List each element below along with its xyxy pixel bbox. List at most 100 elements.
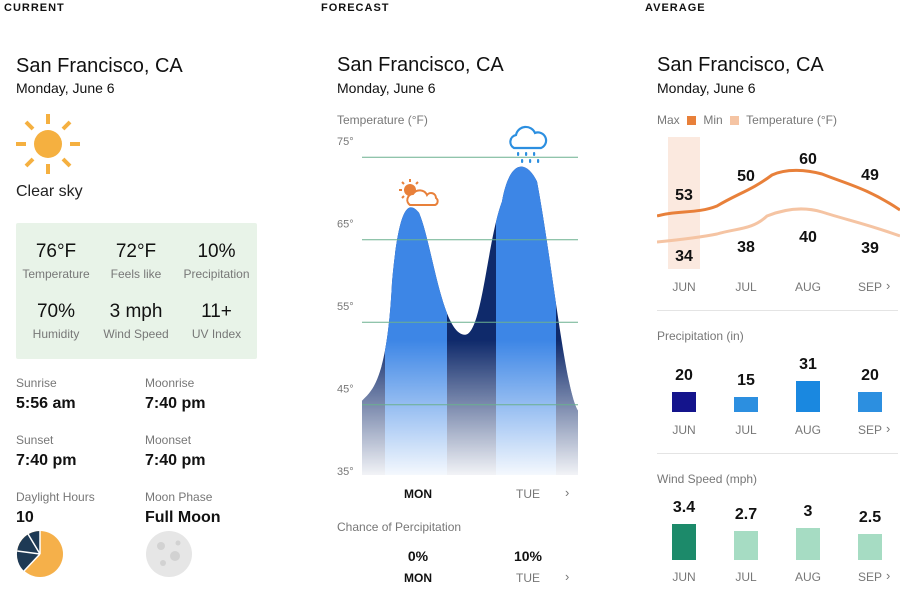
- legend-max-swatch: [687, 116, 697, 125]
- chevron-right-icon[interactable]: ›: [886, 568, 891, 583]
- min-temperature-label: 34: [675, 248, 693, 265]
- max-temperature-line: [657, 168, 900, 218]
- y-tick-label: 75°: [337, 136, 354, 148]
- partly-sunny-icon: [396, 178, 442, 215]
- chevron-right-icon[interactable]: ›: [565, 485, 570, 500]
- rain-cloud-icon: [505, 124, 549, 171]
- current-condition: Clear sky: [16, 183, 83, 200]
- chevron-right-icon[interactable]: ›: [886, 278, 891, 293]
- uv-index-label: UV Index: [191, 327, 242, 341]
- month-label: JUL: [735, 423, 757, 437]
- precip-chart-title: Precipitation (in): [657, 329, 744, 343]
- selected-month-highlight[interactable]: [668, 137, 700, 269]
- wind-chart-title: Wind Speed (mph): [657, 472, 758, 486]
- full-moon-icon: [145, 530, 193, 583]
- bar-value-label: 2.7: [734, 506, 758, 523]
- sunrise-value: 5:56 am: [16, 395, 76, 412]
- current-section-label: CURRENT: [4, 2, 65, 14]
- sun-icon: [14, 112, 82, 180]
- average-city: San Francisco, CA: [657, 54, 824, 76]
- precip-day-label-tue: TUE: [516, 571, 540, 585]
- bar-value-label: 20: [861, 367, 879, 384]
- moon-phase-label: Moon Phase: [145, 490, 213, 504]
- precip-day-label-mon: MON: [404, 571, 432, 585]
- average-date: Monday, June 6: [657, 80, 756, 96]
- uv-index-value: 11+: [201, 301, 232, 322]
- bar[interactable]: [672, 524, 696, 560]
- month-label: AUG: [794, 570, 821, 584]
- forecast-chart-title: Temperature (°F): [337, 113, 428, 127]
- current-city: San Francisco, CA: [16, 55, 183, 77]
- max-temperature-label: 53: [675, 187, 693, 204]
- current-date: Monday, June 6: [16, 80, 115, 96]
- moonrise-value: 7:40 pm: [145, 395, 206, 412]
- month-label: AUG: [794, 423, 821, 437]
- temperature-label: Temperature: [22, 267, 90, 281]
- current-stats-panel: 76°F Temperature 72°F Feels like 10% Pre…: [16, 223, 257, 359]
- chevron-right-icon[interactable]: ›: [886, 421, 891, 436]
- y-tick-label: 35°: [337, 466, 354, 478]
- bar[interactable]: [858, 392, 882, 412]
- bar[interactable]: [858, 534, 882, 560]
- legend-title: Temperature (°F): [746, 113, 837, 127]
- month-label: JUL: [735, 280, 757, 294]
- day-label-tue[interactable]: TUE: [516, 487, 540, 501]
- bar-value-label: 3.4: [672, 499, 696, 516]
- bar-value-label: 3: [803, 503, 813, 520]
- bar[interactable]: [734, 397, 758, 412]
- humidity-value: 70%: [36, 301, 76, 322]
- bar-value-label: 2.5: [858, 509, 882, 526]
- average-temperature-lines: [657, 168, 900, 244]
- month-label: JUL: [735, 570, 757, 584]
- average-section-label: AVERAGE: [645, 2, 706, 14]
- forecast-section-label: FORECAST: [321, 2, 390, 14]
- min-temperature-label: 39: [861, 240, 879, 257]
- wind-speed-label: Wind Speed: [103, 327, 169, 341]
- forecast-city: San Francisco, CA: [337, 54, 504, 76]
- min-temperature-label: 40: [799, 229, 817, 246]
- bar-value-label: 31: [799, 356, 817, 373]
- daylight-pie-icon: [16, 530, 64, 583]
- sunrise-label: Sunrise: [16, 376, 57, 390]
- precip-chevron-right-icon[interactable]: ›: [565, 569, 570, 584]
- bar-value-label: 20: [675, 367, 693, 384]
- feels-like-value: 72°F: [115, 241, 157, 262]
- month-label: AUG: [794, 280, 821, 294]
- moonset-label: Moonset: [145, 433, 192, 447]
- month-label: JUN: [672, 423, 696, 437]
- y-tick-label: 55°: [337, 301, 354, 313]
- max-temperature-label: 49: [861, 167, 879, 184]
- temperature-legend: Max Min Temperature (°F): [657, 113, 837, 127]
- y-tick-label: 45°: [337, 384, 354, 396]
- month-label: JUN: [672, 570, 696, 584]
- legend-max-label: Max: [657, 113, 680, 127]
- bar[interactable]: [796, 528, 820, 560]
- feels-like-label: Feels like: [110, 267, 162, 281]
- divider-1: [657, 310, 898, 311]
- forecast-date: Monday, June 6: [337, 80, 436, 96]
- bar[interactable]: [796, 381, 820, 412]
- min-temperature-line: [657, 207, 900, 244]
- min-temperature-label: 38: [737, 239, 755, 256]
- legend-min-label: Min: [703, 113, 723, 127]
- legend-min-swatch: [730, 116, 740, 125]
- y-tick-label: 65°: [337, 219, 354, 231]
- bar[interactable]: [734, 531, 758, 560]
- precip-tue-value: 10%: [513, 548, 543, 564]
- sunset-value: 7:40 pm: [16, 452, 77, 469]
- month-label: JUN: [672, 280, 696, 294]
- daylight-hours-value: 10: [16, 509, 34, 526]
- month-label: SEP: [857, 570, 882, 584]
- bar[interactable]: [672, 392, 696, 412]
- divider-2: [657, 453, 898, 454]
- precipitation-label: Precipitation: [183, 267, 250, 281]
- bar-value-label: 15: [737, 372, 755, 389]
- precip-mon-value: 0%: [407, 548, 429, 564]
- day-label-mon[interactable]: MON: [404, 487, 432, 501]
- precipitation-value: 10%: [197, 241, 236, 262]
- moonrise-label: Moonrise: [145, 376, 195, 390]
- humidity-label: Humidity: [32, 327, 80, 341]
- moon-phase-value: Full Moon: [145, 509, 221, 526]
- forecast-temperature-chart: 75° 65° 55° 45° 35°: [337, 130, 582, 488]
- sunset-label: Sunset: [16, 433, 54, 447]
